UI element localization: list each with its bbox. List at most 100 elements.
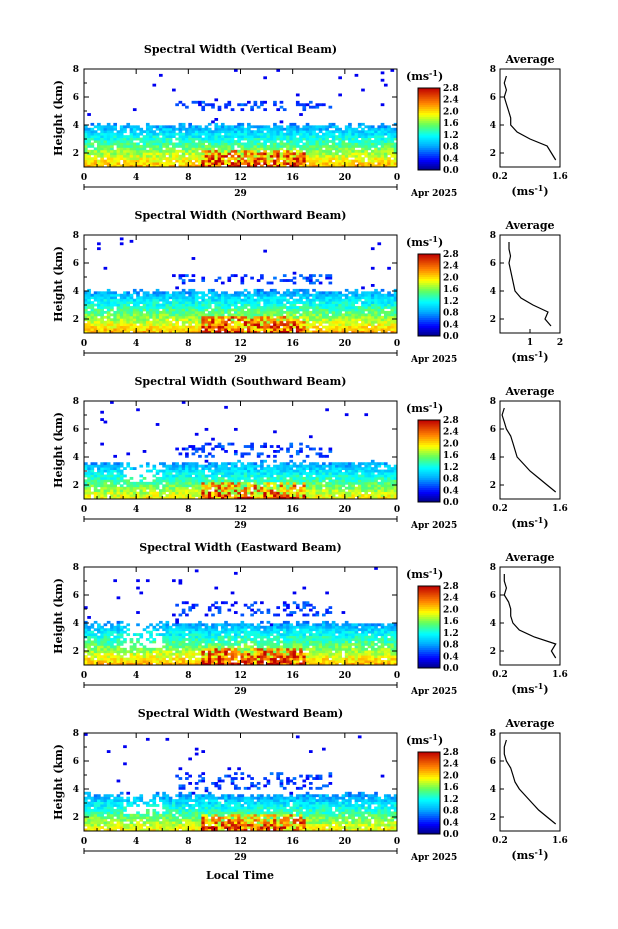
heatmap-cell	[211, 323, 215, 327]
heatmap-cell	[87, 152, 91, 156]
colorbar-segment	[418, 274, 440, 277]
heatmap-cell	[168, 135, 173, 138]
heatmap-cell	[126, 496, 131, 500]
heatmap-cell	[331, 142, 336, 146]
colorbar-segment	[418, 471, 440, 474]
heatmap-cell	[162, 479, 166, 483]
heatmap-cell	[361, 476, 365, 480]
heatmap-cell	[87, 323, 91, 327]
heatmap-cell	[286, 159, 290, 163]
heatmap-cell	[155, 325, 160, 329]
heatmap-cell	[145, 140, 150, 143]
heatmap-cell	[233, 489, 238, 493]
heatmap-cell	[250, 484, 254, 488]
heatmap-cell	[84, 318, 88, 322]
heatmap-cell	[211, 484, 215, 488]
heatmap-cell	[325, 310, 329, 314]
heatmap-cell	[198, 476, 202, 480]
heatmap-cell	[194, 159, 199, 163]
heatmap-cell	[123, 496, 127, 500]
heatmap-cell	[155, 484, 160, 488]
heatmap-cell	[263, 147, 267, 151]
heatmap-cell	[361, 152, 365, 156]
heatmap-cell	[318, 137, 323, 141]
heatmap-cell	[194, 149, 199, 153]
heatmap-cell	[106, 291, 111, 295]
heatmap-cell	[312, 296, 316, 300]
heatmap-cell	[253, 315, 258, 319]
heatmap-cell	[119, 132, 124, 136]
heatmap-cell	[344, 320, 349, 324]
heatmap-cell	[106, 310, 111, 314]
heatmap-cell	[354, 472, 359, 475]
heatmap-cell	[119, 323, 124, 327]
heatmap-cell	[162, 132, 166, 136]
heatmap-cell	[250, 472, 254, 475]
heatmap-cell	[348, 467, 352, 470]
heatmap-cell	[191, 315, 196, 319]
heatmap-cell	[119, 320, 124, 324]
heatmap-cell	[97, 479, 101, 483]
heatmap-cell	[374, 474, 378, 478]
heatmap-cell	[175, 293, 179, 297]
heatmap-cell	[322, 306, 326, 309]
heatmap-cell	[377, 325, 382, 329]
heatmap-cell	[217, 149, 222, 153]
heatmap-cell	[87, 135, 91, 138]
heatmap-cell	[328, 323, 333, 327]
heatmap-cell	[263, 291, 267, 295]
heatmap-cell	[351, 164, 356, 168]
heatmap-cell	[207, 291, 212, 295]
heatmap-cell	[348, 132, 352, 136]
heatmap-cell	[315, 144, 320, 148]
heatmap-cell	[113, 293, 117, 297]
heatmap-cell	[260, 288, 264, 292]
heatmap-cell	[374, 308, 378, 312]
heatmap-cell	[100, 491, 104, 495]
heatmap-cell	[129, 301, 134, 304]
heatmap-cell	[224, 496, 228, 500]
heatmap-cell	[129, 306, 134, 309]
heatmap-cell	[341, 476, 346, 480]
heatmap-cell	[90, 159, 95, 163]
heatmap-cell	[383, 464, 388, 468]
heatmap-cell	[106, 159, 111, 163]
heatmap-cell	[331, 162, 336, 165]
heatmap-cell	[165, 298, 170, 302]
heatmap-cell	[266, 486, 271, 490]
heatmap-cell	[357, 152, 362, 156]
heatmap-cell	[325, 469, 329, 473]
heatmap-cell	[100, 164, 104, 168]
heatmap-cell	[87, 638, 91, 641]
heatmap-cell	[237, 489, 241, 493]
heatmap-cell	[93, 310, 98, 314]
heatmap-cells	[84, 567, 398, 666]
heatmap-cell	[318, 103, 323, 107]
heatmap-cell	[269, 281, 274, 285]
heatmap-cell	[191, 469, 196, 473]
heatmap-cell	[178, 472, 183, 475]
heatmap-cell	[191, 140, 196, 143]
heatmap-cell	[168, 320, 173, 324]
heatmap-cell	[331, 496, 336, 500]
heatmap-cell	[224, 310, 228, 314]
heatmap-cell	[136, 306, 140, 309]
heatmap-cell	[289, 147, 294, 151]
heatmap-cell	[233, 486, 238, 490]
heatmap-cell	[269, 293, 274, 297]
heatmap-cell	[364, 325, 369, 329]
heatmap-cell	[211, 313, 215, 317]
heatmap-cell	[227, 276, 232, 280]
heatmap-cell	[181, 103, 186, 107]
heatmap-cell	[282, 296, 287, 300]
heatmap-cell	[250, 157, 254, 161]
heatmap-cell	[253, 491, 258, 495]
heatmap-cell	[191, 157, 196, 161]
heatmap-cell	[123, 154, 127, 158]
heatmap-cell	[380, 308, 385, 312]
heatmap-cell	[110, 318, 114, 322]
heatmap-cell	[289, 323, 294, 327]
heatmap-cell	[318, 330, 323, 334]
heatmap-cell	[123, 310, 127, 314]
heatmap-cell	[387, 325, 391, 329]
